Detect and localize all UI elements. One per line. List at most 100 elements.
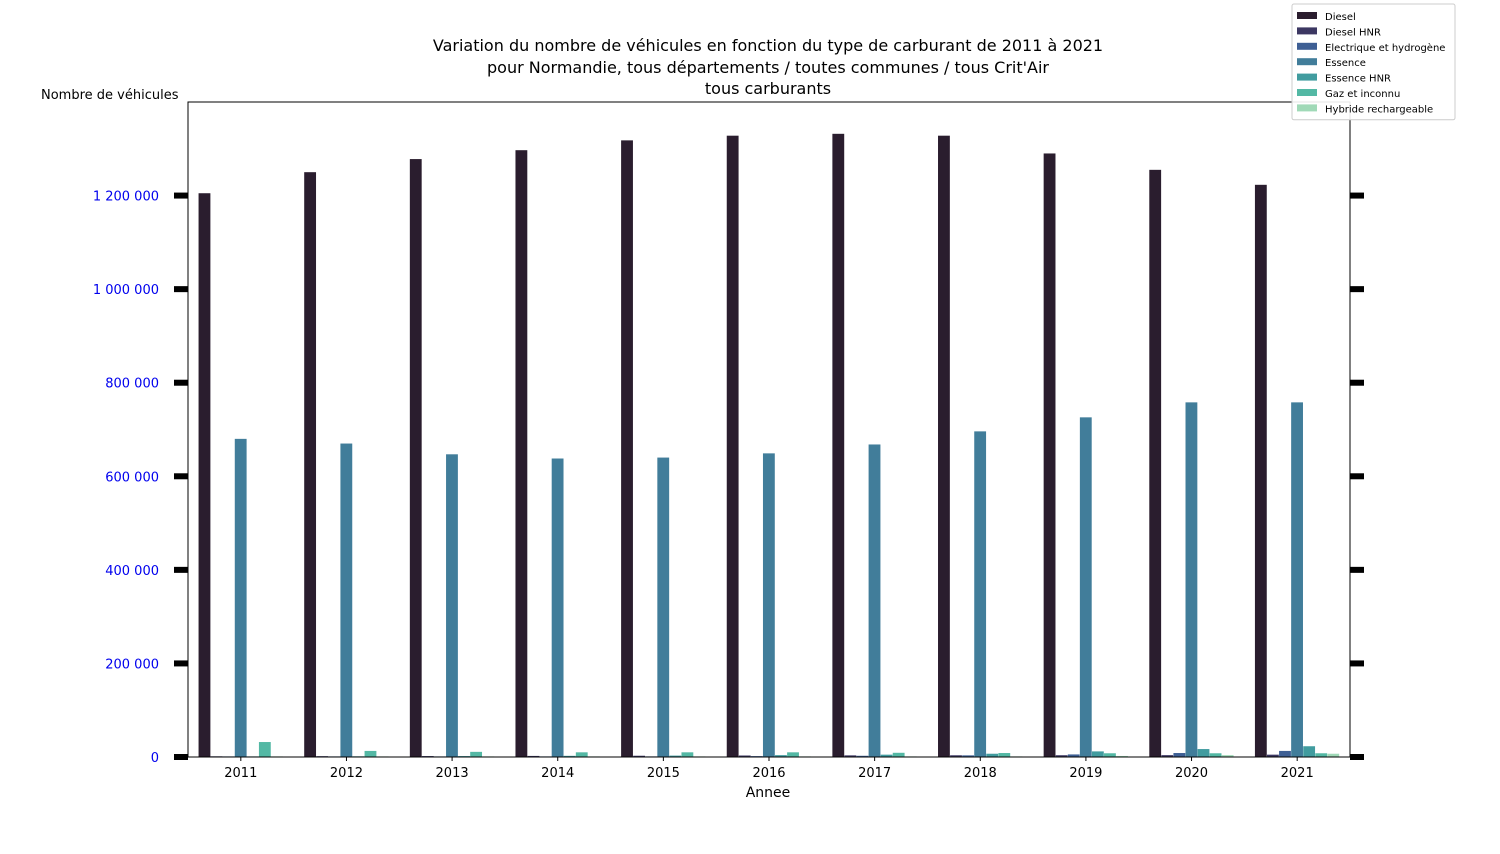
bar-essence-hnr-2021 <box>1303 746 1316 757</box>
y-tick-label: 200 000 <box>105 657 159 672</box>
legend-swatch <box>1297 42 1317 50</box>
y-tick-label: 800 000 <box>105 377 159 392</box>
x-tick-label: 2011 <box>224 766 257 781</box>
legend-entry: Diesel HNR <box>1325 27 1381 38</box>
bar-essence-2016 <box>762 453 775 757</box>
bar-essence-hnr-2019 <box>1091 751 1104 757</box>
bar-electrique-et-hydrog-ne-2021 <box>1279 750 1291 757</box>
bar-diesel-hnr-2014 <box>527 755 540 757</box>
bar-essence-hnr-2015 <box>669 755 682 757</box>
bar-essence-2017 <box>868 444 881 757</box>
legend: Diesel Diesel HNR Electrique et hydrogène E… <box>1291 3 1456 121</box>
bar-essence-hnr-2018 <box>986 753 999 757</box>
bar-essence-2011 <box>234 438 247 757</box>
y-tick-label: 400 000 <box>105 564 159 579</box>
bar-diesel-2018 <box>938 135 950 757</box>
bar-diesel-2012 <box>304 172 317 757</box>
x-axis-ticks: 2011 2012 2013 2014 2015 2016 2017 2018 2019 2020… <box>224 757 1314 781</box>
y-tick-label: 600 000 <box>105 470 159 485</box>
bar-gaz-et-inconnu-2014 <box>575 752 588 757</box>
x-tick-label: 2015 <box>647 766 680 781</box>
y-axis-label: Nombre de véhicules <box>41 88 179 103</box>
x-tick-label: 2016 <box>752 766 785 781</box>
legend-entry: Gaz et inconnu <box>1325 89 1400 100</box>
bar-essence-2013 <box>446 454 458 757</box>
bar-electrique-et-hydrog-ne-2019 <box>1067 754 1080 757</box>
bar-hybride-rechargeable-2019 <box>1116 755 1128 757</box>
bar-gaz-et-inconnu-2016 <box>787 752 799 757</box>
legend-entry: Electrique et hydrogène <box>1325 42 1445 54</box>
bar-diesel-2013 <box>409 159 422 757</box>
bar-diesel-2019 <box>1043 153 1056 757</box>
chart-title: Variation du nombre de véhicules en fonc… <box>433 36 1103 98</box>
bar-gaz-et-inconnu-2015 <box>681 752 694 757</box>
legend-swatch <box>1297 73 1317 81</box>
legend-swatch <box>1297 89 1317 96</box>
bar-gaz-et-inconnu-2018 <box>998 753 1011 757</box>
legend-entry: Hybride rechargeable <box>1325 104 1433 115</box>
bar-diesel-hnr-2016 <box>738 755 751 757</box>
x-tick-label: 2021 <box>1281 766 1314 781</box>
bar-essence-hnr-2014 <box>563 755 576 757</box>
legend-swatch <box>1297 58 1317 66</box>
y-tick-label: 1 200 000 <box>93 190 159 205</box>
bar-gaz-et-inconnu-2013 <box>470 751 483 757</box>
bar-gaz-et-inconnu-2011 <box>258 742 271 757</box>
bar-electrique-et-hydrog-ne-2018 <box>962 755 974 757</box>
bar-hybride-rechargeable-2020 <box>1221 755 1234 757</box>
bar-diesel-2015 <box>621 140 633 758</box>
x-tick-label: 2014 <box>541 766 574 781</box>
bar-essence-hnr-2017 <box>880 754 893 757</box>
bar-diesel-2017 <box>832 133 845 757</box>
bar-diesel-2021 <box>1254 184 1267 757</box>
bar-diesel-hnr-2020 <box>1161 755 1174 757</box>
legend-entry: Essence <box>1325 58 1366 69</box>
bar-gaz-et-inconnu-2020 <box>1209 753 1222 757</box>
legend-entry: Essence HNR <box>1325 74 1391 85</box>
chart-title-line-1: Variation du nombre de véhicules en fonc… <box>433 36 1103 55</box>
bar-diesel-hnr-2018 <box>950 755 962 757</box>
x-tick-label: 2017 <box>858 766 891 781</box>
chart-title-line-3: tous carburants <box>705 79 831 98</box>
x-tick-label: 2012 <box>330 766 363 781</box>
x-tick-label: 2020 <box>1175 766 1208 781</box>
bar-electrique-et-hydrog-ne-2020 <box>1173 753 1186 757</box>
bar-diesel-2020 <box>1149 169 1162 758</box>
legend-box <box>1291 3 1456 121</box>
legend-swatch <box>1297 27 1317 35</box>
bar-essence-hnr-2020 <box>1197 749 1210 757</box>
bar-diesel-hnr-2019 <box>1055 755 1068 757</box>
y-axis-ticks: 0 200 000 400 000 600 000 800 000 1 000 000 1 … <box>93 190 1364 766</box>
y-tick-label: 0 <box>151 751 159 766</box>
chart-title-line-2: pour Normandie, tous départements / tout… <box>487 58 1049 77</box>
bar-gaz-et-inconnu-2021 <box>1315 753 1328 757</box>
bar-gaz-et-inconnu-2019 <box>1104 753 1116 757</box>
x-tick-label: 2019 <box>1069 766 1102 781</box>
bar-essence-2014 <box>551 458 564 757</box>
x-tick-label: 2013 <box>436 766 469 781</box>
bar-gaz-et-inconnu-2017 <box>892 752 905 757</box>
bar-essence-2021 <box>1291 402 1303 757</box>
bar-diesel-hnr-2017 <box>844 755 857 757</box>
bar-essence-2015 <box>657 457 670 757</box>
bar-essence-hnr-2016 <box>775 755 787 757</box>
bar-diesel-2011 <box>198 193 211 758</box>
legend-swatch <box>1297 104 1317 112</box>
y-tick-label: 1 000 000 <box>93 283 159 298</box>
x-axis-label: Annee <box>746 785 791 801</box>
bar-diesel-2016 <box>726 135 739 757</box>
x-tick-label: 2018 <box>964 766 997 781</box>
bar-gaz-et-inconnu-2012 <box>364 750 377 757</box>
bar-electrique-et-hydrog-ne-2017 <box>856 755 869 757</box>
bars <box>198 133 1340 758</box>
bar-essence-2012 <box>340 443 353 757</box>
bar-essence-2020 <box>1185 402 1198 757</box>
legend-swatch <box>1297 12 1317 19</box>
bar-essence-2019 <box>1079 417 1092 757</box>
bar-diesel-hnr-2021 <box>1267 754 1279 757</box>
bar-diesel-hnr-2015 <box>633 755 646 757</box>
bar-hybride-rechargeable-2021 <box>1327 753 1340 757</box>
bar-diesel-2014 <box>515 150 528 757</box>
